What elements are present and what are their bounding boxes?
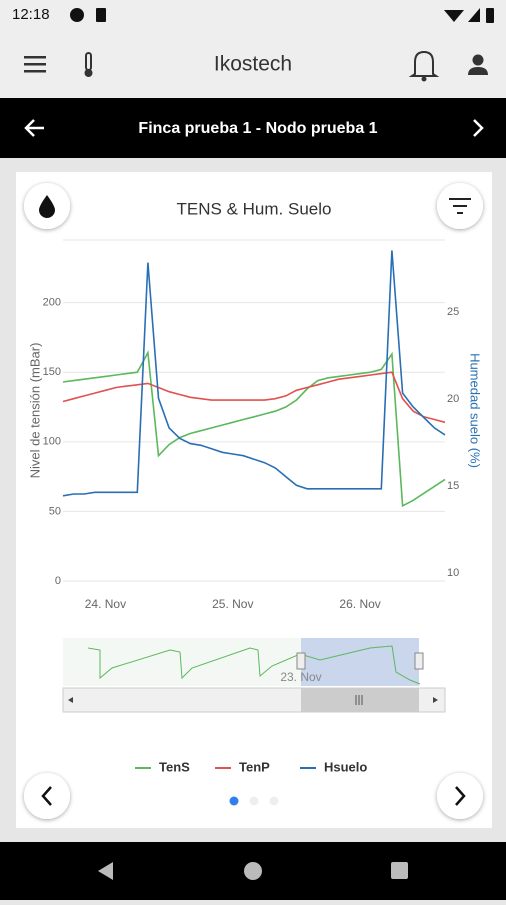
thermometer-button[interactable] [84, 52, 93, 77]
y2-tick-label: 10 [447, 567, 459, 579]
nav-back[interactable] [98, 862, 113, 880]
navigator: 23. Nov [62, 638, 446, 713]
nav-home[interactable] [244, 862, 262, 880]
page-dot[interactable] [229, 796, 239, 806]
navigator-label: 23. Nov [280, 670, 321, 684]
y-tick-label: 200 [43, 297, 61, 309]
water-button[interactable] [24, 183, 70, 229]
legend-label: TenS [159, 759, 190, 774]
node-title: Finca prueba 1 - Nodo prueba 1 [138, 120, 377, 137]
page-dot[interactable] [249, 796, 259, 806]
notifications-button[interactable] [408, 50, 440, 82]
status-bar [0, 0, 506, 30]
page-dot[interactable] [269, 796, 279, 806]
prev-chart-button[interactable] [24, 773, 70, 819]
next-chart-button[interactable] [437, 773, 483, 819]
y2-tick-label: 15 [447, 480, 459, 492]
app-bar [0, 30, 506, 98]
menu-button[interactable] [24, 56, 46, 73]
plot: 0 50 100 150 200 10 15 20 25 24. Nov 25. Nov 26. No… [27, 239, 483, 611]
nav-recents[interactable] [391, 862, 408, 879]
back-button[interactable] [24, 119, 44, 137]
node-bar [0, 98, 506, 158]
y2-axis-label: Humedad suelo (%) [468, 353, 483, 468]
y-tick-label: 50 [49, 505, 61, 517]
x-tick-label: 24. Nov [85, 597, 126, 611]
status-icon [70, 8, 84, 22]
legend-label: TenP [239, 759, 270, 774]
series-line [62, 371, 446, 424]
series-line [62, 350, 446, 508]
y2-tick-label: 20 [447, 393, 459, 405]
y2-tick-label: 25 [447, 306, 459, 318]
signal-icon [468, 8, 480, 22]
chart-title: TENS & Hum. Suelo [177, 199, 332, 218]
battery-icon [486, 8, 494, 23]
status-icon [96, 8, 106, 22]
profile-button[interactable] [468, 54, 488, 76]
x-tick-label: 26. Nov [339, 597, 380, 611]
y-tick-label: 150 [43, 366, 61, 378]
clock: 12:18 [12, 6, 50, 23]
y-tick-label: 100 [43, 436, 61, 448]
y-axis-label: Nivel de tensión (mBar) [27, 343, 42, 479]
app-title: Ikostech [214, 53, 292, 76]
legend-label: Hsuelo [324, 759, 367, 774]
legend: TenS TenP Hsuelo [135, 759, 367, 774]
filter-button[interactable] [437, 183, 483, 229]
next-node-button[interactable] [473, 119, 484, 137]
wifi-icon [444, 10, 464, 22]
y-tick-label: 0 [55, 575, 61, 587]
chart-card [16, 172, 492, 828]
series-line [62, 250, 446, 497]
x-tick-label: 25. Nov [212, 597, 253, 611]
